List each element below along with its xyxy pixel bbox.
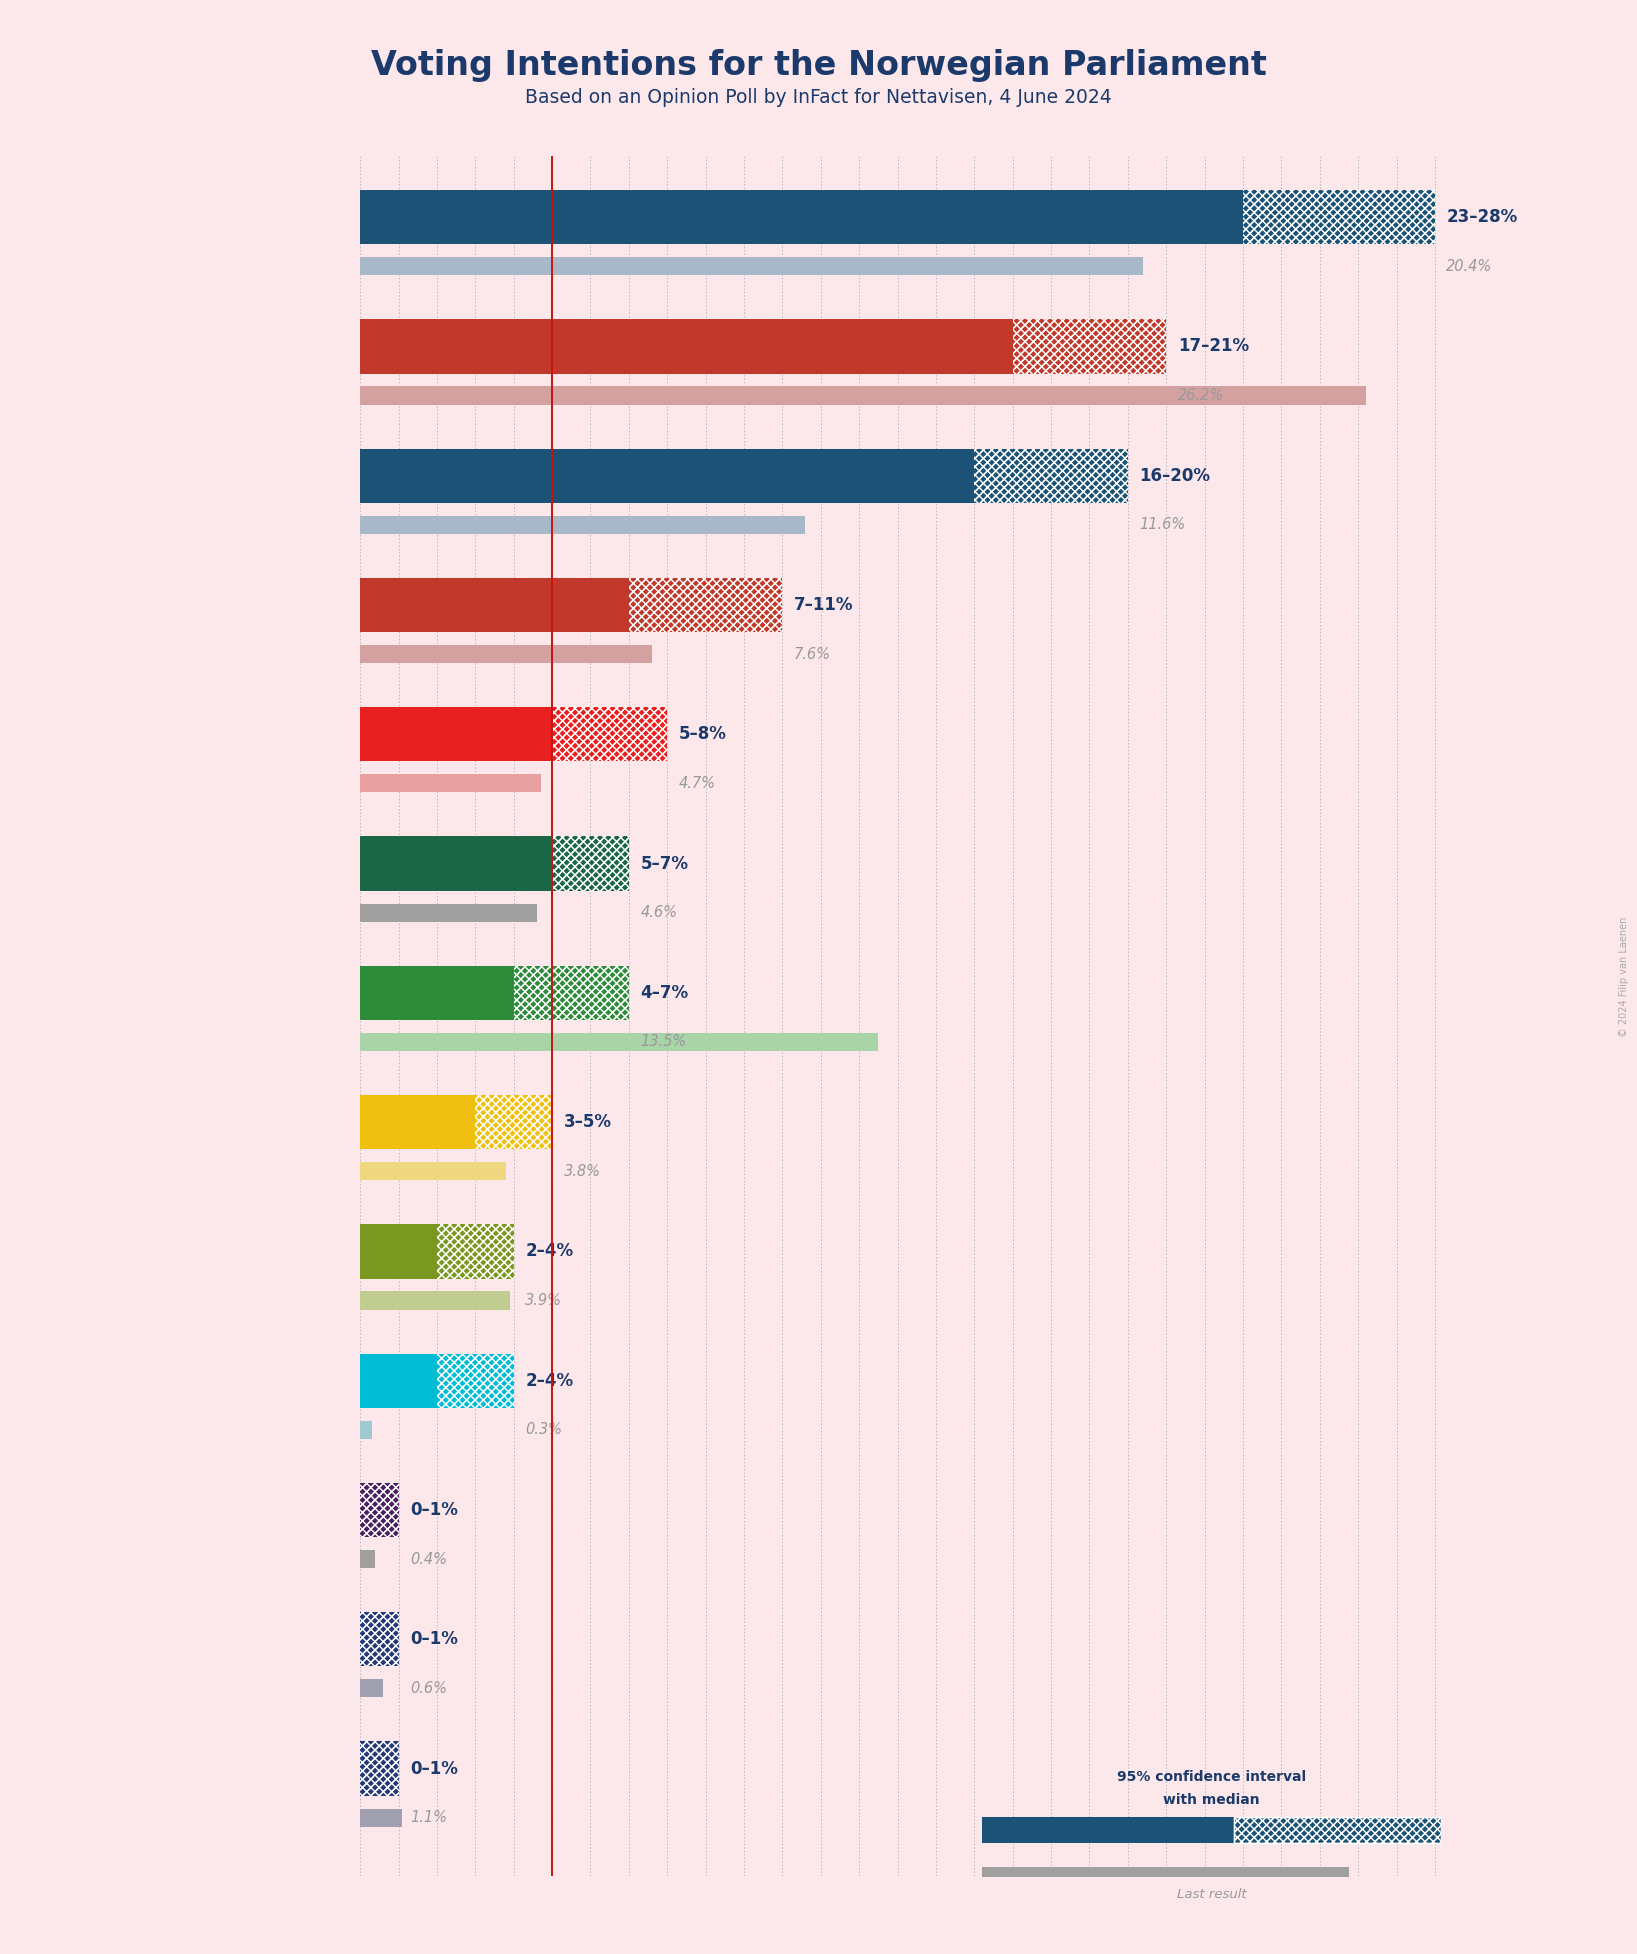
Bar — [629, 578, 782, 631]
Bar — [360, 965, 514, 1020]
Bar — [360, 1354, 437, 1407]
Bar — [437, 1354, 514, 1407]
Bar — [552, 707, 668, 762]
Bar — [360, 1034, 879, 1051]
Bar — [360, 1163, 506, 1180]
Text: 3–5%: 3–5% — [563, 1114, 612, 1131]
Bar — [360, 1483, 398, 1538]
Bar — [1234, 1817, 1441, 1843]
Text: 0.6%: 0.6% — [409, 1680, 447, 1696]
Text: Last result: Last result — [1177, 1888, 1246, 1901]
Text: 0.4%: 0.4% — [409, 1551, 447, 1567]
Bar — [1242, 190, 1436, 244]
Text: 16–20%: 16–20% — [1139, 467, 1210, 485]
Bar — [437, 1225, 514, 1278]
Bar — [475, 1094, 552, 1149]
Bar — [437, 1225, 514, 1278]
Bar — [360, 387, 1365, 404]
Bar — [514, 965, 629, 1020]
Bar — [1013, 319, 1166, 373]
Bar — [437, 1225, 514, 1278]
Bar — [360, 190, 1242, 244]
Text: 2–4%: 2–4% — [525, 1243, 573, 1260]
Bar — [360, 1550, 375, 1569]
Text: 0–1%: 0–1% — [409, 1759, 458, 1778]
Bar — [360, 1483, 398, 1538]
Bar — [360, 645, 652, 662]
Bar — [1242, 190, 1436, 244]
Text: 5–7%: 5–7% — [640, 854, 688, 873]
Bar — [1234, 1817, 1441, 1843]
Bar — [360, 1483, 398, 1538]
Text: 11.6%: 11.6% — [1139, 518, 1185, 531]
Text: 0–1%: 0–1% — [409, 1501, 458, 1518]
Bar — [629, 578, 782, 631]
Bar — [360, 1612, 398, 1667]
Bar — [360, 1741, 398, 1796]
Text: 3.8%: 3.8% — [563, 1165, 601, 1178]
Bar — [360, 1421, 372, 1438]
Bar — [552, 836, 629, 891]
Text: 13.5%: 13.5% — [640, 1034, 686, 1049]
Bar — [360, 1741, 398, 1796]
Bar — [552, 707, 668, 762]
Bar — [974, 449, 1128, 502]
Text: with median: with median — [1162, 1794, 1260, 1807]
Text: 7.6%: 7.6% — [794, 647, 832, 662]
Bar — [360, 516, 805, 533]
Bar — [360, 1741, 398, 1796]
Bar — [1013, 319, 1166, 373]
Bar — [475, 1094, 552, 1149]
Bar — [982, 1817, 1234, 1843]
Text: Based on an Opinion Poll by InFact for Nettavisen, 4 June 2024: Based on an Opinion Poll by InFact for N… — [525, 88, 1112, 107]
Bar — [360, 319, 1013, 373]
Text: 0.3%: 0.3% — [525, 1423, 561, 1438]
Bar — [360, 449, 974, 502]
Bar — [1242, 190, 1436, 244]
Text: 4–7%: 4–7% — [640, 983, 689, 1002]
Text: Voting Intentions for the Norwegian Parliament: Voting Intentions for the Norwegian Parl… — [370, 49, 1267, 82]
Bar — [360, 1612, 398, 1667]
Bar — [360, 1809, 403, 1827]
Text: 20.4%: 20.4% — [1447, 258, 1493, 274]
Bar — [360, 578, 629, 631]
Bar — [360, 1094, 475, 1149]
Bar — [514, 965, 629, 1020]
Bar — [514, 965, 629, 1020]
Bar — [360, 903, 537, 922]
Bar — [360, 1292, 509, 1309]
Text: 2–4%: 2–4% — [525, 1372, 573, 1389]
Text: 3.9%: 3.9% — [525, 1294, 561, 1307]
Text: 23–28%: 23–28% — [1447, 207, 1517, 227]
Bar — [552, 836, 629, 891]
Text: 4.6%: 4.6% — [640, 905, 678, 920]
Bar — [360, 1678, 383, 1698]
Bar — [552, 707, 668, 762]
Bar — [437, 1354, 514, 1407]
Bar — [974, 449, 1128, 502]
Text: 26.2%: 26.2% — [1177, 389, 1224, 403]
Text: 4.7%: 4.7% — [679, 776, 715, 791]
Text: © 2024 Filip van Laenen: © 2024 Filip van Laenen — [1619, 916, 1629, 1038]
Text: 0–1%: 0–1% — [409, 1630, 458, 1649]
Text: 17–21%: 17–21% — [1177, 338, 1249, 356]
Bar — [629, 578, 782, 631]
Bar — [360, 1225, 437, 1278]
Bar — [437, 1354, 514, 1407]
Bar — [360, 836, 552, 891]
Bar — [1013, 319, 1166, 373]
Bar — [360, 1612, 398, 1667]
Text: 95% confidence interval: 95% confidence interval — [1116, 1770, 1306, 1784]
Bar — [1234, 1817, 1441, 1843]
Text: 5–8%: 5–8% — [679, 725, 727, 743]
Bar — [360, 258, 1143, 276]
Bar — [360, 707, 552, 762]
Bar — [552, 836, 629, 891]
Bar — [475, 1094, 552, 1149]
Text: 1.1%: 1.1% — [409, 1809, 447, 1825]
Bar — [974, 449, 1128, 502]
Text: 7–11%: 7–11% — [794, 596, 853, 614]
Bar — [982, 1868, 1349, 1876]
Bar — [360, 774, 540, 793]
